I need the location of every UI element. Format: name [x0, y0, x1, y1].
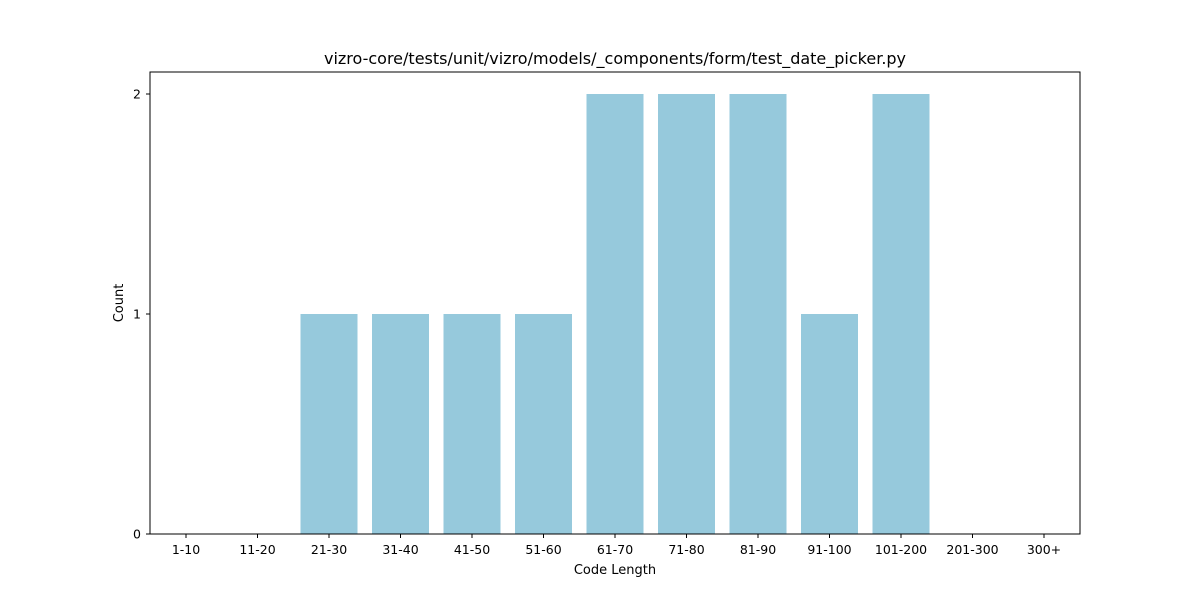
x-tick-label: 300+: [1027, 542, 1061, 557]
y-axis-label: Count: [112, 284, 127, 323]
x-tick-label: 31-40: [382, 542, 418, 557]
x-tick-label: 101-200: [875, 542, 927, 557]
x-tick-label: 81-90: [740, 542, 776, 557]
x-tick-label: 51-60: [525, 542, 561, 557]
bar-51-60: [515, 314, 572, 534]
chart-title: vizro-core/tests/unit/vizro/models/_comp…: [324, 49, 906, 69]
x-tick-label: 61-70: [597, 542, 633, 557]
bar-31-40: [372, 314, 429, 534]
y-tick-label: 0: [133, 527, 141, 542]
x-tick-label: 71-80: [668, 542, 704, 557]
bar-91-100: [801, 314, 858, 534]
x-tick-label: 21-30: [311, 542, 347, 557]
bar-61-70: [586, 94, 644, 534]
x-tick-label: 11-20: [239, 542, 275, 557]
x-axis-label: Code Length: [574, 563, 656, 578]
y-axis-ticks: 0 1 2: [133, 87, 150, 542]
bar-21-30: [300, 314, 358, 534]
bar-81-90: [729, 94, 787, 534]
y-tick-label: 2: [133, 87, 141, 102]
bar-41-50: [443, 314, 501, 534]
bar-71-80: [658, 94, 715, 534]
x-tick-label: 1-10: [172, 542, 200, 557]
x-tick-label: 91-100: [807, 542, 851, 557]
x-axis-ticks: 1-10 11-20 21-30 31-40 41-50 51-60 61-70 71-80 8…: [172, 534, 1061, 557]
y-tick-label: 1: [133, 307, 141, 322]
bar-101-200: [872, 94, 930, 534]
x-tick-label: 41-50: [454, 542, 490, 557]
bars-layer: [300, 94, 930, 534]
x-tick-label: 201-300: [946, 542, 998, 557]
